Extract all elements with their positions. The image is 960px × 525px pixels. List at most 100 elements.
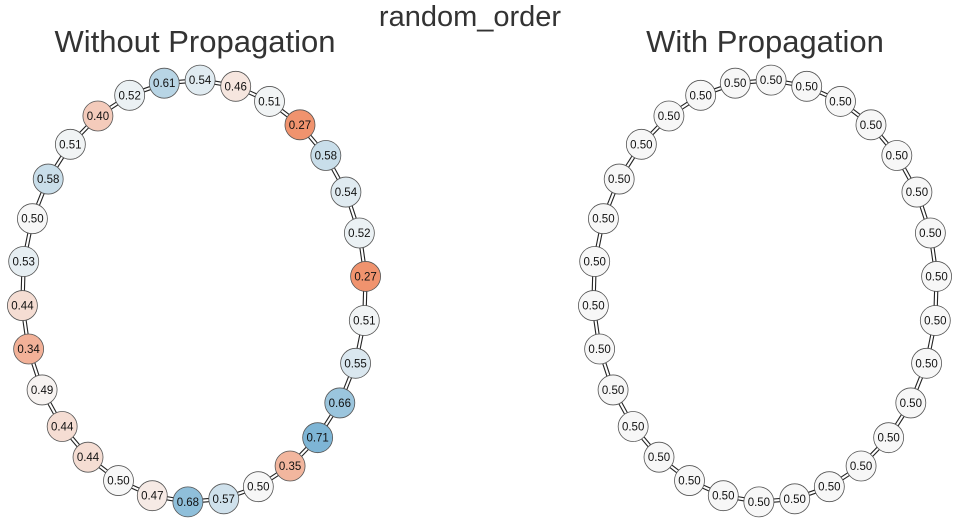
graph-without-propagation: 0.46 0.51 0.27 0.58 0.54 0.52 0.27 0.51 0.55 0.66… xyxy=(7,64,381,518)
node-label: 0.35 xyxy=(279,461,301,473)
node-circle xyxy=(13,333,45,365)
node-circle xyxy=(8,246,40,277)
node-circle xyxy=(779,483,811,515)
graph-node: 0.50 xyxy=(921,261,952,292)
node-label: 0.50 xyxy=(602,385,624,397)
node-label: 0.54 xyxy=(189,75,212,87)
graph-node: 0.50 xyxy=(103,465,134,496)
graph-node: 0.50 xyxy=(588,203,619,235)
graph-node: 0.49 xyxy=(26,374,58,406)
node-circle xyxy=(743,486,775,518)
graph-node: 0.52 xyxy=(343,217,375,249)
node-label: 0.50 xyxy=(630,139,652,151)
graph-node: 0.50 xyxy=(919,305,951,336)
node-label: 0.50 xyxy=(588,344,610,356)
node-label: 0.55 xyxy=(344,358,366,370)
node-circle xyxy=(54,128,86,160)
graph-with-propagation: 0.50 0.50 0.50 0.50 0.50 0.50 0.50 0.50 0.50 0.50… xyxy=(578,64,952,518)
node-circle xyxy=(184,64,216,96)
node-circle xyxy=(82,100,114,132)
node-label: 0.46 xyxy=(225,81,247,93)
graph-node: 0.50 xyxy=(653,100,685,132)
node-circle xyxy=(855,109,887,141)
graph-node: 0.52 xyxy=(114,79,146,111)
node-circle xyxy=(254,86,285,117)
node-label: 0.50 xyxy=(818,482,840,494)
node-circle xyxy=(791,70,823,102)
node-label: 0.50 xyxy=(906,187,928,199)
node-circle xyxy=(172,486,204,518)
node-label: 0.58 xyxy=(37,174,59,186)
node-label: 0.52 xyxy=(118,90,140,102)
node-circle xyxy=(103,465,134,496)
graph-node: 0.50 xyxy=(603,163,635,195)
node-label: 0.34 xyxy=(17,344,40,356)
graph-node: 0.61 xyxy=(148,67,180,99)
node-circle xyxy=(579,246,611,277)
node-circle xyxy=(220,70,252,102)
node-label: 0.50 xyxy=(915,358,937,370)
node-circle xyxy=(274,450,306,482)
panel-title-without-propagation: Without Propagation xyxy=(55,24,336,59)
node-label: 0.51 xyxy=(353,316,375,328)
graph-node: 0.50 xyxy=(719,67,751,99)
graph-node: 0.50 xyxy=(579,246,611,277)
graph-node: 0.50 xyxy=(743,486,775,518)
node-label: 0.50 xyxy=(107,476,129,488)
graph-node: 0.35 xyxy=(274,450,306,482)
node-circle xyxy=(707,480,739,512)
graph-node: 0.50 xyxy=(597,374,629,406)
node-label: 0.50 xyxy=(583,256,605,268)
node-label: 0.71 xyxy=(306,433,328,445)
graph-node: 0.50 xyxy=(873,422,905,454)
node-circle xyxy=(46,411,78,442)
graph-node: 0.50 xyxy=(914,217,946,249)
node-circle xyxy=(350,261,381,292)
node-circle xyxy=(324,387,356,419)
node-circle xyxy=(625,128,657,160)
graph-node: 0.50 xyxy=(625,128,657,160)
node-circle xyxy=(845,450,877,482)
graph-node: 0.51 xyxy=(254,86,285,117)
node-circle xyxy=(825,86,856,117)
graph-node: 0.66 xyxy=(324,387,356,419)
graph-node: 0.50 xyxy=(755,64,787,96)
graph-node: 0.50 xyxy=(895,387,927,419)
node-circle xyxy=(348,305,380,336)
node-label: 0.50 xyxy=(608,174,630,186)
graph-node: 0.40 xyxy=(82,100,114,132)
node-label: 0.49 xyxy=(31,385,53,397)
graph-node: 0.50 xyxy=(578,290,609,321)
node-label: 0.50 xyxy=(877,433,899,445)
node-label: 0.44 xyxy=(77,452,100,464)
node-label: 0.40 xyxy=(87,111,109,123)
node-circle xyxy=(919,305,951,336)
graph-node: 0.44 xyxy=(46,411,78,442)
node-label: 0.51 xyxy=(59,139,81,151)
node-label: 0.50 xyxy=(784,494,806,506)
node-circle xyxy=(26,374,58,406)
node-label: 0.27 xyxy=(289,120,311,132)
node-circle xyxy=(72,441,104,473)
node-circle xyxy=(901,176,933,208)
node-circle xyxy=(32,163,64,195)
graph-node: 0.68 xyxy=(172,486,204,518)
graph-node: 0.50 xyxy=(825,86,856,117)
node-label: 0.50 xyxy=(760,75,782,87)
node-circle xyxy=(584,333,616,365)
node-label: 0.50 xyxy=(829,96,851,108)
graph-node: 0.50 xyxy=(881,140,913,171)
graph-node: 0.27 xyxy=(284,109,316,141)
node-label: 0.27 xyxy=(354,271,376,283)
node-label: 0.66 xyxy=(329,398,351,410)
node-circle xyxy=(643,441,675,473)
node-circle xyxy=(136,480,168,512)
node-circle xyxy=(617,411,649,442)
node-circle xyxy=(895,387,927,419)
graph-node: 0.53 xyxy=(8,246,40,277)
node-circle xyxy=(755,64,787,96)
graph-node: 0.50 xyxy=(685,79,717,111)
graph-node: 0.58 xyxy=(32,163,64,195)
node-circle xyxy=(881,140,913,171)
node-circle xyxy=(340,347,371,379)
